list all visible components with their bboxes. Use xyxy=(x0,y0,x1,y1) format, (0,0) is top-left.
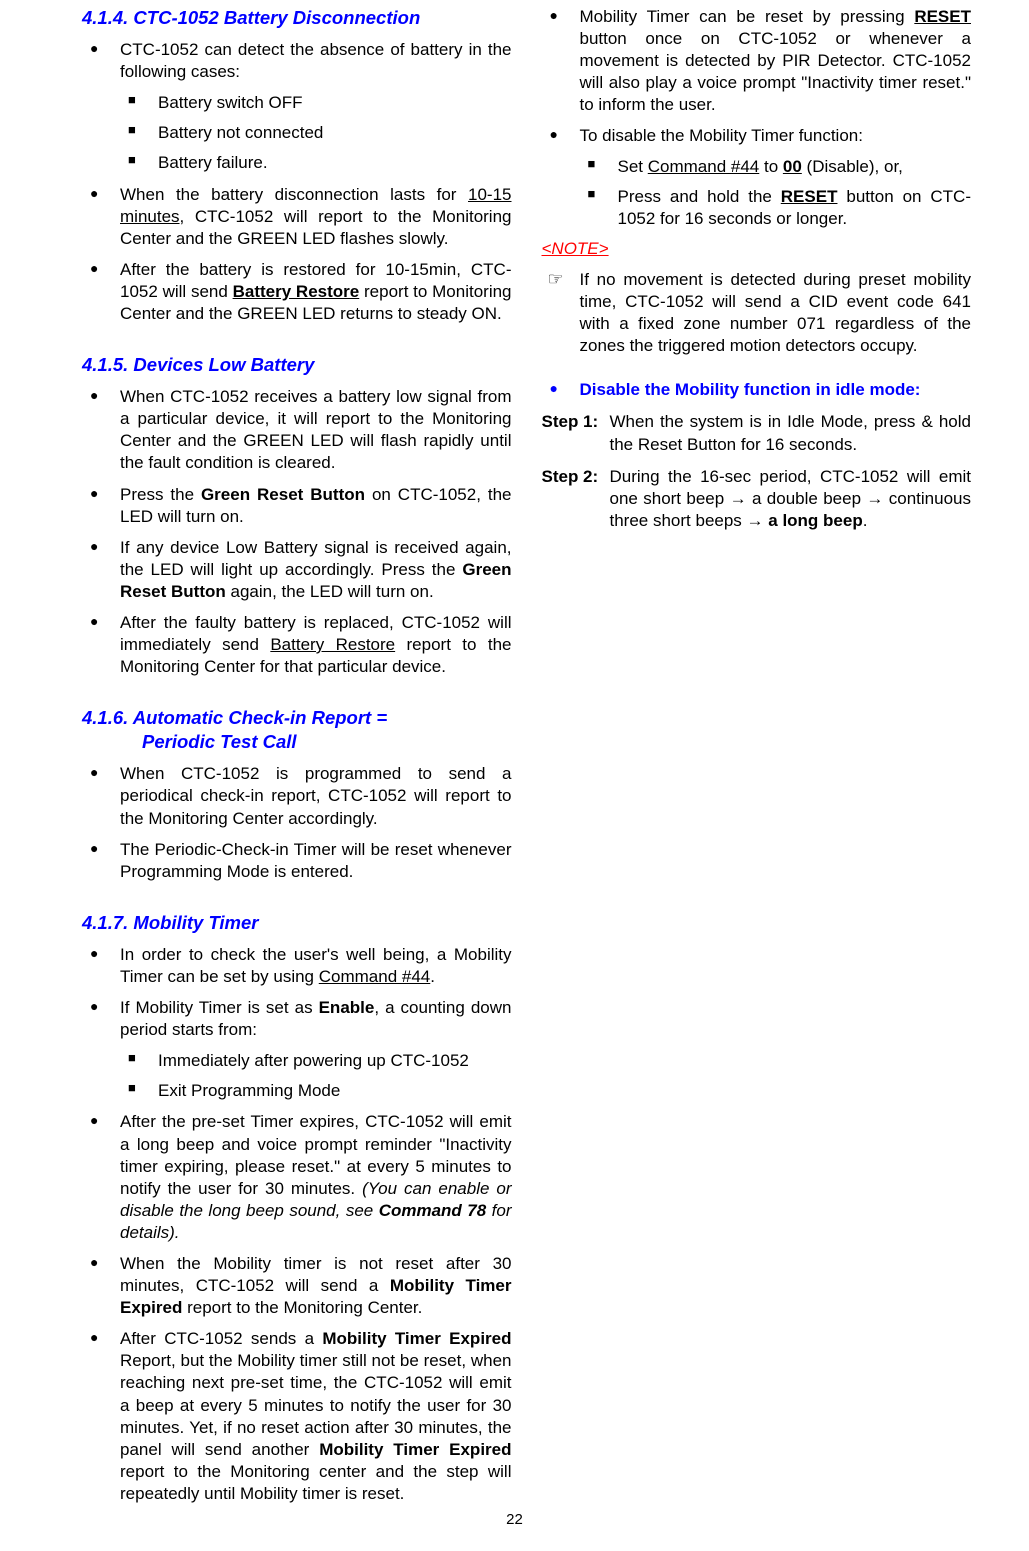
list-item: In order to check the user's well being,… xyxy=(82,944,512,988)
list-item: After the faulty battery is replaced, CT… xyxy=(82,612,512,678)
text: After CTC-1052 sends a xyxy=(120,1329,322,1348)
step-label: Step 1: xyxy=(542,412,599,431)
list-item: Battery failure. xyxy=(82,152,512,174)
list-4-1-4: CTC-1052 can detect the absence of batte… xyxy=(82,39,512,83)
text: Press the xyxy=(120,485,201,504)
list-item: If Mobility Timer is set as Enable, a co… xyxy=(82,997,512,1041)
text-bold-underline: RESET xyxy=(914,7,971,26)
list-item: Press and hold the RESET button on CTC-1… xyxy=(542,186,972,230)
text: again, the LED will turn on. xyxy=(226,582,434,601)
step-1: Step 1: When the system is in Idle Mode,… xyxy=(542,411,972,455)
text: In order to check the user's well being,… xyxy=(120,945,512,986)
text: to xyxy=(759,157,783,176)
heading-line-1: 4.1.6. Automatic Check-in Report = xyxy=(82,707,387,728)
text: report to the Monitoring center and the … xyxy=(120,1462,512,1503)
note-label: <NOTE> xyxy=(542,238,972,260)
note-item: If no movement is detected during preset… xyxy=(542,269,972,357)
text-bold: Mobility Timer Expired xyxy=(322,1329,511,1348)
list-item: When the Mobility timer is not reset aft… xyxy=(82,1253,512,1319)
list-item: Set Command #44 to 00 (Disable), or, xyxy=(542,156,972,178)
text: If Mobility Timer is set as xyxy=(120,998,319,1017)
list-item: Press the Green Reset Button on CTC-1052… xyxy=(82,484,512,528)
note-list: If no movement is detected during preset… xyxy=(542,269,972,357)
page-content: 4.1.4. CTC-1052 Battery Disconnection CT… xyxy=(0,0,1029,1551)
heading-4-1-5: 4.1.5. Devices Low Battery xyxy=(82,353,512,377)
text-bold-underline: Battery Restore xyxy=(233,282,360,301)
heading-4-1-7: 4.1.7. Mobility Timer xyxy=(82,911,512,935)
list-item: Mobility Timer can be reset by pressing … xyxy=(542,6,972,116)
list-disable-mobility: Disable the Mobility function in idle mo… xyxy=(542,379,972,401)
text-underline: Command #44 xyxy=(648,157,760,176)
text-bold-underline: 00 xyxy=(783,157,802,176)
text: Press and hold the xyxy=(618,187,781,206)
list-item: After the pre-set Timer expires, CTC-105… xyxy=(82,1111,512,1244)
list-item: The Periodic-Check-in Timer will be rese… xyxy=(82,839,512,883)
text: . xyxy=(863,511,868,530)
text-bold: a long beep xyxy=(768,511,862,530)
text: When the battery disconnection lasts for xyxy=(120,185,468,204)
list-4-1-6: When CTC-1052 is programmed to send a pe… xyxy=(82,763,512,882)
list-item: If any device Low Battery signal is rece… xyxy=(82,537,512,603)
text: If any device Low Battery signal is rece… xyxy=(120,538,512,579)
text: Mobility Timer can be reset by pressing xyxy=(580,7,915,26)
list-item: After the battery is restored for 10-15m… xyxy=(82,259,512,325)
text: (Disable), or, xyxy=(802,157,903,176)
step-body: When the system is in Idle Mode, press &… xyxy=(542,411,972,455)
heading-4-1-4: 4.1.4. CTC-1052 Battery Disconnection xyxy=(82,6,512,30)
sublist-4-1-7b: Set Command #44 to 00 (Disable), or, Pre… xyxy=(542,156,972,230)
text-underline: Battery Restore xyxy=(270,635,395,654)
list-item: When the battery disconnection lasts for… xyxy=(82,184,512,250)
list-item-blue: Disable the Mobility function in idle mo… xyxy=(542,379,972,401)
text-bold: Green Reset Button xyxy=(201,485,365,504)
text: . xyxy=(430,967,435,986)
list-item: Battery switch OFF xyxy=(82,92,512,114)
heading-line-2: Periodic Test Call xyxy=(82,730,512,754)
list-item: Immediately after powering up CTC-1052 xyxy=(82,1050,512,1072)
list-item: To disable the Mobility Timer function: xyxy=(542,125,972,147)
list-4-1-7: In order to check the user's well being,… xyxy=(82,944,512,1041)
list-item: When CTC-1052 receives a battery low sig… xyxy=(82,386,512,474)
page-number: 22 xyxy=(0,1510,1029,1530)
step-2: Step 2: During the 16-sec period, CTC-10… xyxy=(542,466,972,532)
text: Set xyxy=(618,157,648,176)
text-bold-italic: Command 78 xyxy=(379,1201,487,1220)
list-item: CTC-1052 can detect the absence of batte… xyxy=(82,39,512,83)
text: report to the Monitoring Center. xyxy=(182,1298,422,1317)
list-item: When CTC-1052 is programmed to send a pe… xyxy=(82,763,512,829)
list-item: Battery not connected xyxy=(82,122,512,144)
text-bold: Enable xyxy=(319,998,375,1017)
list-4-1-4b: When the battery disconnection lasts for… xyxy=(82,184,512,326)
text: , CTC-1052 will report to the Monitoring… xyxy=(120,207,512,248)
step-label: Step 2: xyxy=(542,467,599,486)
text-underline: Command #44 xyxy=(319,967,431,986)
text-bold: Mobility Timer Expired xyxy=(319,1440,511,1459)
heading-4-1-6: 4.1.6. Automatic Check-in Report =Period… xyxy=(82,706,512,754)
text: button once on CTC-1052 or whenever a mo… xyxy=(580,29,972,114)
sublist-4-1-7: Immediately after powering up CTC-1052 E… xyxy=(82,1050,512,1102)
sublist-4-1-4: Battery switch OFF Battery not connected… xyxy=(82,92,512,174)
list-4-1-5: When CTC-1052 receives a battery low sig… xyxy=(82,386,512,678)
step-body: During the 16-sec period, CTC-1052 will … xyxy=(542,466,972,532)
list-item: After CTC-1052 sends a Mobility Timer Ex… xyxy=(82,1328,512,1505)
list-item: Exit Programming Mode xyxy=(82,1080,512,1102)
text-bold-underline: RESET xyxy=(781,187,838,206)
